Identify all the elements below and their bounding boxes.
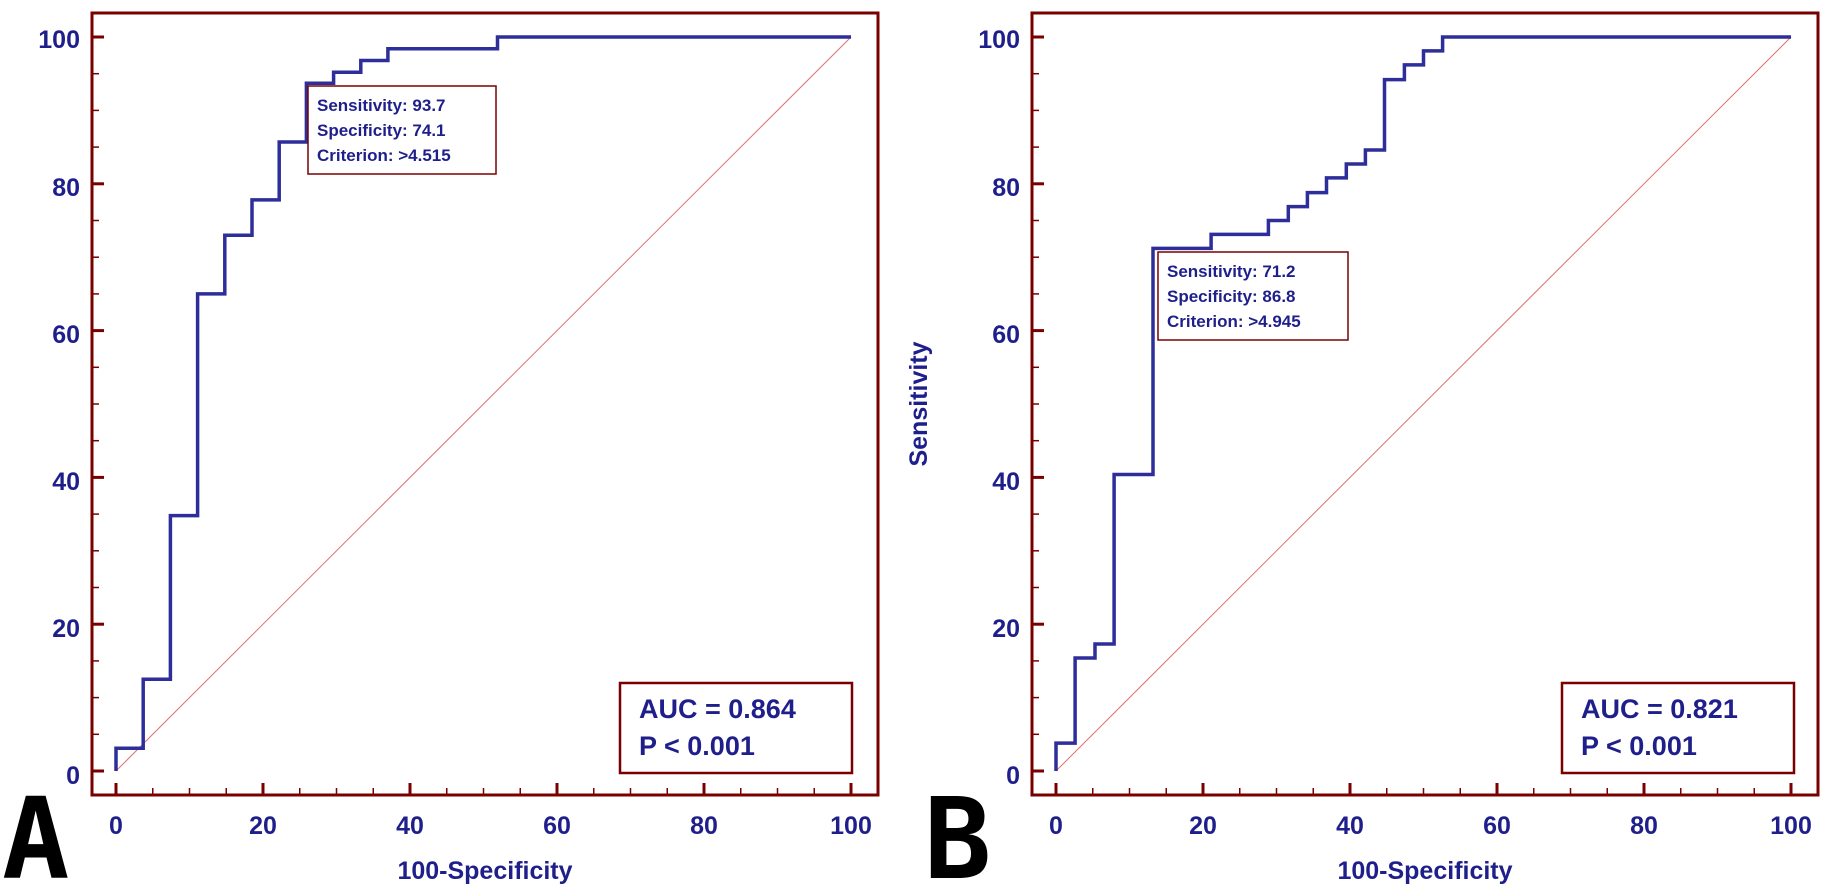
panel-a-cutoff-annotation: Sensitivity: 93.7 Specificity: 74.1 Crit… <box>307 85 497 175</box>
panel-b-roc-curve <box>1054 35 1791 771</box>
panel-a-x-tick: 100 <box>830 812 872 840</box>
panel-b-x-tick: 100 <box>1770 812 1812 840</box>
panel-a-annotation-specificity: Specificity: 74.1 <box>317 121 446 140</box>
panel-b-reference-line <box>1055 36 1792 772</box>
panel-b-x-tick: 0 <box>1049 812 1063 840</box>
panel-a-y-tick: 20 <box>52 615 80 643</box>
panel-a-y-tick: 80 <box>52 174 80 202</box>
panel-a-x-tick: 0 <box>109 812 123 840</box>
panel-b-annotation-sensitivity: Sensitivity: 71.2 <box>1167 262 1296 281</box>
panel-a-x-tick: 20 <box>249 812 277 840</box>
panel-b-annotation-criterion: Criterion: >4.945 <box>1167 312 1301 331</box>
panel-b-x-tick: 40 <box>1336 812 1364 840</box>
panel-a-reference-line <box>115 36 852 772</box>
panel-a-letter: A <box>2 775 69 893</box>
panel-a-y-tick: 40 <box>52 468 80 496</box>
panel-a-auc-value: AUC = 0.864 <box>639 694 796 724</box>
panel-a: 100 80 60 40 20 0 0 20 40 60 80 100 100-… <box>2 11 880 893</box>
panel-a-x-tick: 60 <box>543 812 571 840</box>
panel-a-y-tick: 100 <box>38 26 80 54</box>
panel-b-x-axis-title: 100-Specificity <box>1337 857 1512 885</box>
panel-a-roc-curve <box>114 35 851 771</box>
panel-b: Sensitivity 100 80 60 40 20 0 0 20 40 60… <box>905 11 1820 893</box>
panel-b-letter: B <box>924 775 991 893</box>
panel-b-auc-frame <box>1560 681 1796 775</box>
panel-b-annotation-specificity: Specificity: 86.8 <box>1167 287 1296 306</box>
panel-b-auc-value: AUC = 0.821 <box>1581 694 1738 724</box>
panel-b-y-tick: 80 <box>992 174 1020 202</box>
panel-a-x-axis-title: 100-Specificity <box>397 857 572 885</box>
panel-a-major-ticks <box>92 35 853 795</box>
panel-b-y-tick: 0 <box>1006 762 1020 790</box>
panel-a-minor-ticks <box>92 72 815 795</box>
panel-a-auc-box: AUC = 0.864 P < 0.001 <box>618 681 854 775</box>
panel-b-annotation-box <box>1157 251 1349 341</box>
panel-a-x-tick: 40 <box>396 812 424 840</box>
panel-b-p-value: P < 0.001 <box>1581 731 1697 761</box>
panel-b-major-ticks <box>1032 35 1793 795</box>
panel-b-x-tick: 60 <box>1483 812 1511 840</box>
panel-b-y-tick: 60 <box>992 321 1020 349</box>
panel-b-x-tick: 20 <box>1189 812 1217 840</box>
panel-b-x-tick: 80 <box>1630 812 1658 840</box>
panel-a-auc-frame <box>618 681 854 775</box>
panel-b-minor-ticks <box>1032 72 1755 795</box>
panel-b-cutoff-annotation: Sensitivity: 71.2 Specificity: 86.8 Crit… <box>1157 251 1349 341</box>
panel-a-x-tick: 80 <box>690 812 718 840</box>
panel-b-y-tick: 40 <box>992 468 1020 496</box>
panel-b-y-tick: 100 <box>978 26 1020 54</box>
panel-b-y-tick: 20 <box>992 615 1020 643</box>
panel-a-y-tick: 60 <box>52 321 80 349</box>
panel-a-annotation-sensitivity: Sensitivity: 93.7 <box>317 96 446 115</box>
panel-a-annotation-box <box>307 85 497 175</box>
panel-a-y-tick: 0 <box>66 762 80 790</box>
panel-a-annotation-criterion: Criterion: >4.515 <box>317 146 451 165</box>
panel-b-auc-box: AUC = 0.821 P < 0.001 <box>1560 681 1796 775</box>
panel-a-p-value: P < 0.001 <box>639 731 755 761</box>
panel-b-y-axis-title: Sensitivity <box>905 341 933 466</box>
